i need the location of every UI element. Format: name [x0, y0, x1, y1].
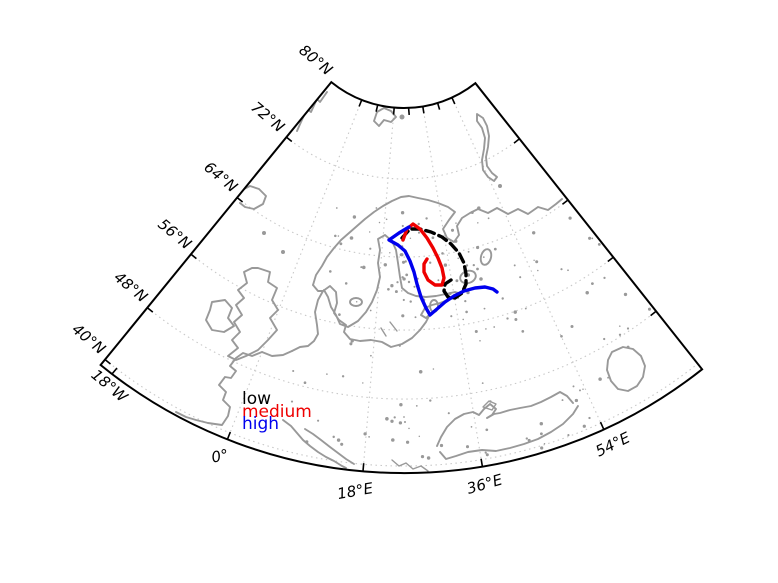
coast-svalbard [373, 107, 397, 127]
lake-vanern [349, 297, 363, 307]
coast-italy [282, 419, 347, 469]
trajectory-medium [401, 222, 446, 287]
tick [480, 458, 484, 467]
lat-label-80n: 80°N [295, 41, 336, 79]
island-svalbard-e [399, 114, 405, 120]
coast-black-sea-north [436, 391, 574, 447]
meridian-36e [422, 106, 483, 467]
lat-label-40n: 40°N [68, 320, 109, 358]
meridian-18e [362, 107, 395, 472]
lat-label-64n: 64°N [200, 158, 241, 196]
legend-label-medium: medium [242, 402, 312, 422]
lon-label-54e: 54°E [593, 428, 634, 460]
tick [226, 431, 232, 440]
legend-label-high: high [242, 414, 279, 434]
coast-caspian [606, 346, 646, 392]
tick [362, 463, 365, 472]
lat-label-72n: 72°N [247, 98, 288, 136]
tick [451, 97, 456, 105]
lake-ladoga [459, 269, 477, 285]
island-shetland [281, 250, 285, 254]
legend: low medium high [242, 389, 312, 434]
parallel-64n [236, 197, 569, 258]
tick [358, 99, 363, 107]
meridian-0 [226, 99, 363, 440]
tick [146, 307, 154, 313]
tick [422, 106, 425, 114]
meridian-54e [451, 97, 605, 430]
tick [111, 367, 118, 375]
tick [104, 358, 112, 365]
coast-norway-link [312, 284, 324, 292]
coast-aegean [391, 459, 429, 472]
legend-label-low: low [242, 389, 271, 409]
island-oland [380, 327, 387, 337]
coast-ireland [205, 299, 235, 333]
parallel-48n [147, 307, 657, 400]
island-gotland [389, 321, 398, 332]
lake-onega [479, 248, 493, 266]
tick [562, 199, 569, 205]
tick [375, 104, 379, 112]
coast-britain [227, 267, 279, 361]
tick [513, 138, 520, 144]
coast-black-sea-south [439, 405, 579, 460]
tick [599, 421, 605, 430]
coastlines [175, 91, 654, 472]
parallel-72n [286, 136, 520, 180]
coast-baltic-scandinavia [291, 234, 463, 352]
coast-france-iberia [175, 350, 293, 426]
coast-greenland-edge [296, 91, 328, 132]
island-faroe [262, 231, 266, 235]
lon-label-36e: 36°E [465, 470, 505, 497]
coast-azov [482, 400, 497, 411]
parallel-56n [190, 253, 614, 331]
trajectories [387, 222, 499, 317]
coast-iceland [239, 185, 267, 210]
tick [650, 310, 657, 317]
tick [285, 136, 293, 143]
coast-novaya-zemlya [476, 113, 498, 182]
tick [607, 256, 614, 263]
tick [236, 196, 244, 203]
trajectory-high [387, 225, 499, 317]
lat-label-56n: 56°N [154, 215, 195, 253]
graticule-ticks [104, 97, 657, 472]
lat-label-48n: 48°N [110, 268, 151, 306]
coast-norway-kola [312, 195, 563, 286]
lon-label-0: 0° [210, 446, 230, 467]
trajectory-low [400, 227, 468, 300]
map-boundary [99, 80, 704, 475]
tick [436, 102, 441, 110]
tick [392, 107, 395, 115]
lon-label-18e: 18°E [336, 479, 375, 503]
coast-adriatic [304, 428, 355, 465]
tick [190, 253, 197, 260]
tick [407, 107, 410, 115]
island-vaygach [498, 184, 502, 188]
